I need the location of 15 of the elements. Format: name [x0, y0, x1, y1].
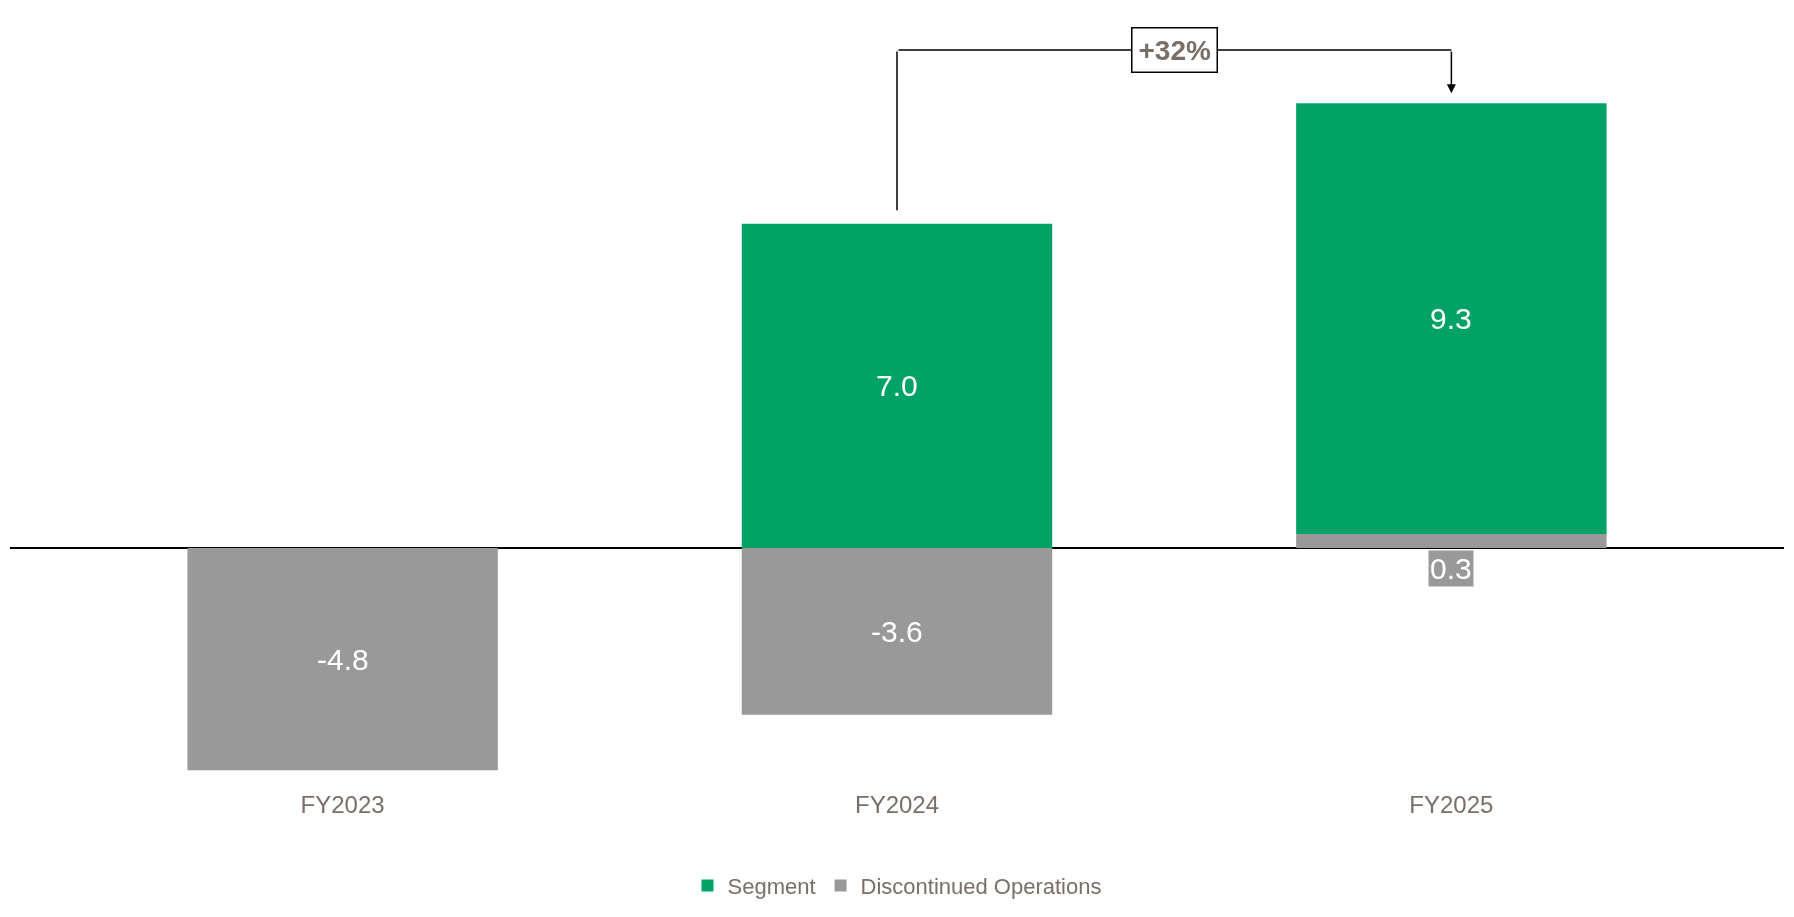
- data-label: 0.3: [1430, 552, 1472, 585]
- data-label: -4.8: [317, 643, 369, 676]
- x-tick-label: FY2025: [1409, 791, 1494, 818]
- data-label: 7.0: [876, 369, 918, 402]
- bar: [1296, 103, 1607, 534]
- data-label: 9.3: [1430, 302, 1472, 335]
- x-tick-label: FY2024: [854, 791, 940, 818]
- x-tick-label: FY2023: [300, 791, 385, 818]
- legend-label: Segment: [727, 874, 816, 900]
- bar: [741, 223, 1053, 548]
- legend-label: Discontinued Operations: [860, 874, 1102, 900]
- data-label: -3.6: [871, 615, 923, 648]
- bar: [741, 547, 1053, 715]
- bar: [187, 547, 498, 771]
- text: +32%: [1138, 34, 1211, 66]
